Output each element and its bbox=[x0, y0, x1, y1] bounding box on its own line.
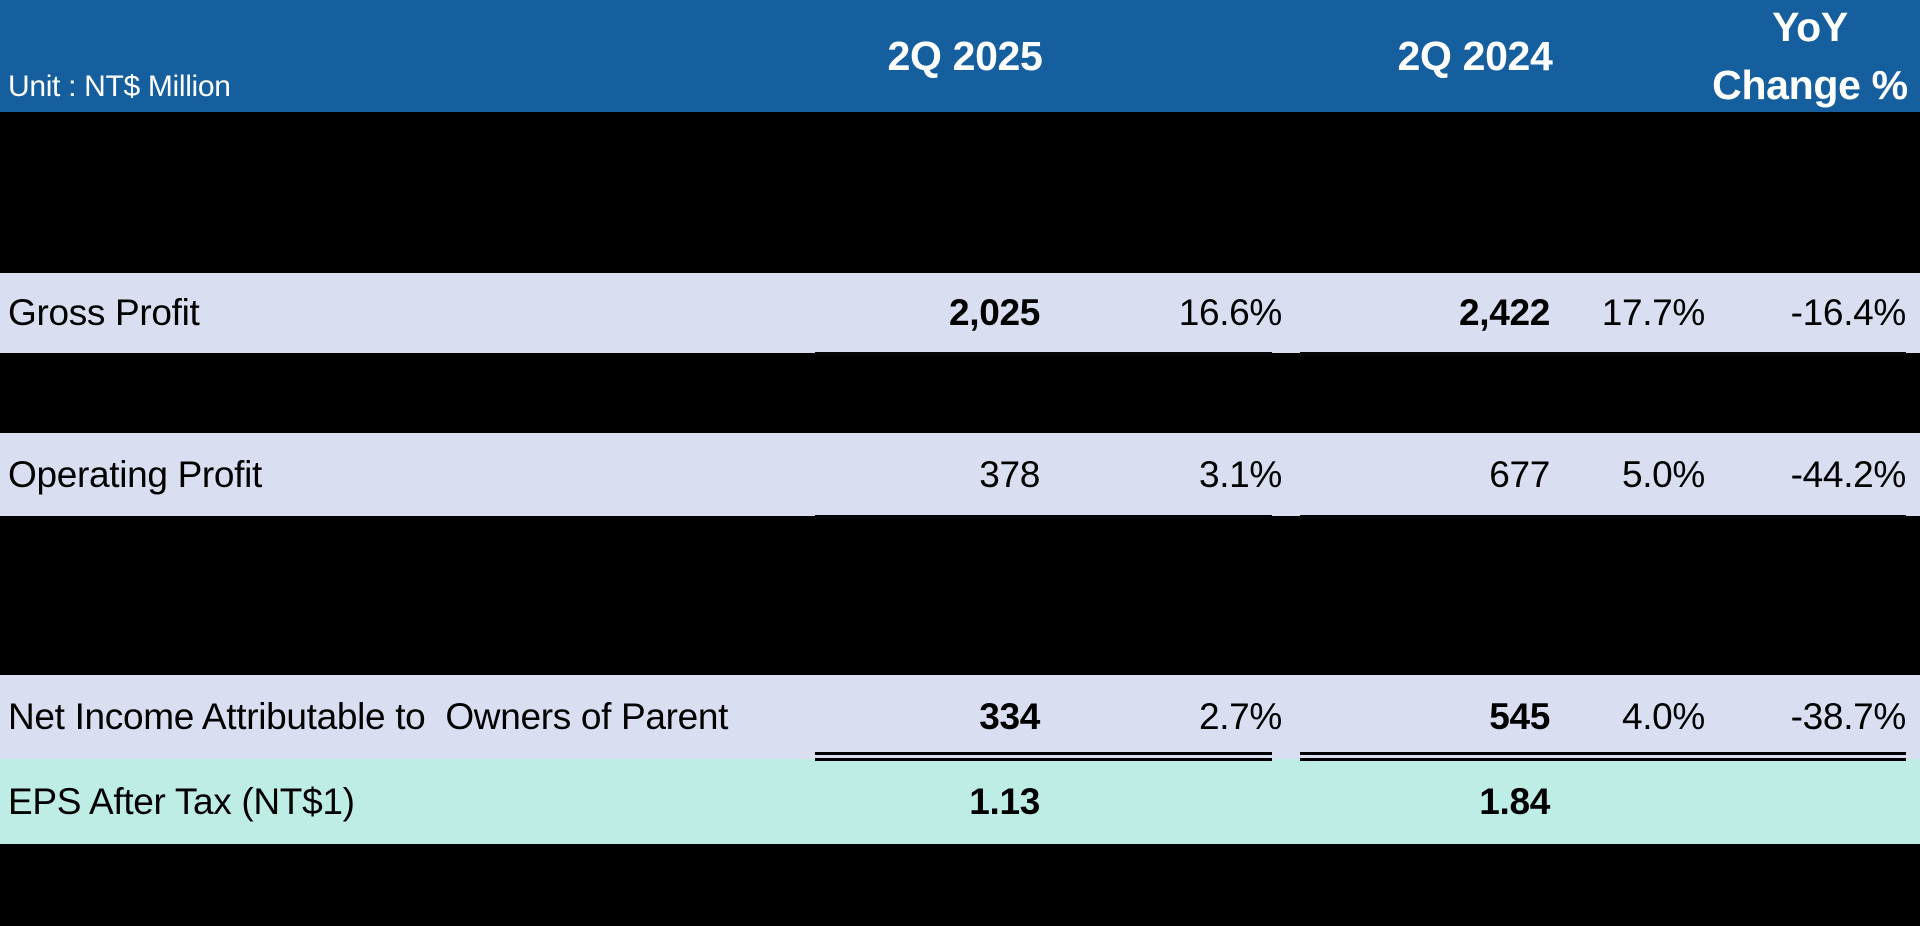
pct-2q2024: 4.0% bbox=[1621, 696, 1705, 737]
yoy-change: -16.4% bbox=[1790, 292, 1907, 333]
table-row-net-income: Net Income Attributable to Owners of Par… bbox=[0, 675, 1920, 759]
underline-2q2025-columns bbox=[815, 352, 1272, 356]
value-2q2024: 1.84 bbox=[1479, 780, 1550, 822]
table-row-gross-profit: Gross Profit 2,025 16.6% 2,422 17.7% -16… bbox=[0, 273, 1920, 353]
pct-2q2025: 3.1% bbox=[1198, 453, 1282, 495]
value-2q2025: 1.13 bbox=[969, 780, 1040, 822]
value-2q2025: 378 bbox=[979, 453, 1040, 495]
yoy-label-line2: Change % bbox=[1712, 62, 1908, 108]
table-row-eps-after-tax: EPS After Tax (NT$1) 1.13 1.84 bbox=[0, 759, 1920, 844]
unit-label: Unit : NT$ Million bbox=[8, 70, 231, 103]
table-header-bar: Unit : NT$ Million 2Q 2025 2Q 2024 YoY C… bbox=[0, 0, 1920, 112]
underline-2q2025-columns bbox=[815, 515, 1272, 519]
underline-2q2024-columns bbox=[1300, 352, 1906, 356]
pct-2q2025: 16.6% bbox=[1178, 292, 1283, 333]
column-header-2q2025: 2Q 2025 bbox=[887, 32, 1043, 79]
row-label: Net Income Attributable to Owners of Par… bbox=[8, 696, 729, 737]
pct-2q2024: 17.7% bbox=[1601, 292, 1706, 333]
row-label: EPS After Tax (NT$1) bbox=[8, 780, 355, 822]
yoy-change: -44.2% bbox=[1790, 453, 1907, 495]
double-underline-2q2025-columns bbox=[815, 752, 1272, 761]
yoy-label-line1: YoY bbox=[1772, 3, 1848, 50]
value-2q2025: 334 bbox=[979, 696, 1040, 737]
underline-2q2024-columns bbox=[1300, 515, 1906, 519]
pct-2q2024: 5.0% bbox=[1621, 453, 1705, 495]
pct-2q2025: 2.7% bbox=[1198, 696, 1282, 737]
value-2q2024: 2,422 bbox=[1459, 292, 1550, 333]
value-2q2024: 677 bbox=[1489, 453, 1550, 495]
value-2q2024: 545 bbox=[1489, 696, 1550, 737]
row-label: Gross Profit bbox=[8, 292, 200, 333]
yoy-change: -38.7% bbox=[1790, 696, 1907, 737]
value-2q2025: 2,025 bbox=[949, 292, 1040, 333]
double-underline-2q2024-columns bbox=[1300, 752, 1906, 761]
column-header-2q2024: 2Q 2024 bbox=[1397, 32, 1553, 79]
table-row-operating-profit: Operating Profit 378 3.1% 677 5.0% -44.2… bbox=[0, 433, 1920, 516]
row-label: Operating Profit bbox=[8, 453, 263, 495]
column-header-yoy-change: YoY Change % bbox=[1700, 0, 1920, 112]
